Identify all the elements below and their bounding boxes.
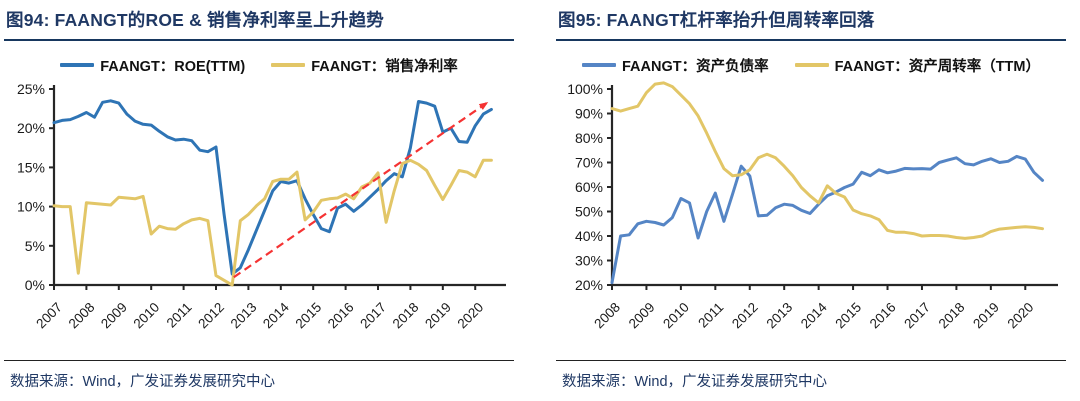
figure-95-source: 数据来源：Wind，广发证券发展研究中心 <box>562 374 828 390</box>
figure-95-footer: 数据来源：Wind，广发证券发展研究中心 <box>556 360 1066 401</box>
x-axis: 2007 2008 2009 2010 2011 2012 2013 2014 2015 2016… <box>33 285 486 331</box>
y-tick-label: 40% <box>575 228 603 244</box>
y-tick-label: 20% <box>17 120 45 136</box>
x-tick-label: 2018 <box>390 300 422 332</box>
legend-item-asset-turnover: FAANGT：资产周转率（TTM） <box>794 55 1040 76</box>
debt-ratio-line-swatch <box>581 63 616 67</box>
x-tick-label: 2008 <box>591 300 623 332</box>
y-tick-label: 0% <box>25 277 45 293</box>
y-tick-label: 25% <box>17 81 45 97</box>
y-tick-label: 80% <box>575 130 603 146</box>
x-tick-label: 2009 <box>98 300 130 332</box>
series-line-1 <box>610 81 1044 240</box>
figure-95-panel: 图95: FAANGT杠杆率抬升但周转率回落 FAANGT：资产负债率 FAAN… <box>540 0 1080 401</box>
figure-95-legend: FAANGT：资产负债率 FAANGT：资产周转率（TTM） <box>556 54 1066 76</box>
x-tick-label: 2016 <box>325 300 357 332</box>
x-tick-label: 2011 <box>695 300 726 331</box>
x-tick-label: 2013 <box>763 300 795 332</box>
figure-94-panel: 图94: FAANGT的ROE & 销售净利率呈上升趋势 FAANGT：ROE(… <box>4 5 514 401</box>
x-tick-label: 2020 <box>1005 300 1037 332</box>
x-tick-label: 2016 <box>867 300 899 332</box>
figure-94-source: 数据来源：Wind，广发证券发展研究中心 <box>10 374 276 390</box>
y-axis: 20% 30% 40% 50% 60% 70% 80% 90% 100% <box>567 81 612 293</box>
x-tick-label: 2008 <box>66 300 98 332</box>
asset-turnover-line-swatch <box>794 63 829 67</box>
y-tick-label: 15% <box>17 159 45 175</box>
roe-legend-label: FAANGT：ROE(TTM) <box>100 58 246 75</box>
y-tick-label: 90% <box>575 106 603 122</box>
figure-94-footer: 数据来源：Wind，广发证券发展研究中心 <box>4 360 514 401</box>
x-tick-label: 2009 <box>626 300 658 332</box>
axis-lines <box>610 85 1058 287</box>
net-margin-line-swatch <box>271 63 306 67</box>
debt-ratio-legend-label: FAANGT：资产负债率 <box>621 58 769 75</box>
x-tick-label: 2012 <box>729 300 761 332</box>
x-tick-label: 2014 <box>798 299 830 331</box>
figure-95-header: 图95: FAANGT杠杆率抬升但周转率回落 <box>556 5 1066 41</box>
series-line-0 <box>52 99 493 276</box>
x-tick-label: 2010 <box>130 300 162 332</box>
x-tick-label: 2012 <box>195 300 227 332</box>
y-tick-label: 20% <box>575 277 603 293</box>
figure-95-divider <box>556 360 1066 361</box>
y-tick-label: 50% <box>575 204 603 220</box>
roe-line-swatch <box>60 63 95 67</box>
figure-94-header: 图94: FAANGT的ROE & 销售净利率呈上升趋势 <box>4 5 514 41</box>
y-tick-label: 10% <box>17 199 45 215</box>
x-tick-label: 2019 <box>422 300 454 332</box>
x-tick-label: 2015 <box>832 300 864 332</box>
y-tick-label: 60% <box>575 179 603 195</box>
legend-item-debt-ratio: FAANGT：资产负债率 <box>581 55 769 76</box>
y-axis: 0% 5% 10% 15% 20% 25% <box>17 81 54 293</box>
x-tick-label: 2007 <box>33 300 65 332</box>
net-margin-legend-label: FAANGT：销售净利率 <box>311 58 458 75</box>
y-tick-label: 70% <box>575 155 603 171</box>
series-line-0 <box>610 154 1044 285</box>
x-axis: 2008 2009 2010 2011 2012 2013 2014 2015 2016 2017… <box>591 285 1036 331</box>
x-tick-label: 2017 <box>901 300 933 332</box>
x-tick-label: 2020 <box>454 300 486 332</box>
legend-item-roe: FAANGT：ROE(TTM) <box>60 55 245 76</box>
legend-item-net-margin: FAANGT：销售净利率 <box>271 55 458 76</box>
series-line-1 <box>52 158 493 287</box>
figure-94-legend: FAANGT：ROE(TTM) FAANGT：销售净利率 <box>4 54 514 76</box>
x-tick-label: 2015 <box>292 300 324 332</box>
figure-94-divider <box>4 360 514 361</box>
y-tick-label: 100% <box>567 81 603 97</box>
asset-turnover-legend-label: FAANGT：资产周转率（TTM） <box>834 58 1040 75</box>
figure-95-title: 图95: FAANGT杠杆率抬升但周转率回落 <box>558 10 875 30</box>
x-tick-label: 2018 <box>936 300 968 332</box>
x-tick-label: 2010 <box>660 300 692 332</box>
x-tick-label: 2019 <box>970 300 1002 332</box>
x-tick-label: 2011 <box>164 300 195 331</box>
figure-94-chart: 0% 5% 10% 15% 20% 25% 2007 2008 2009 2010 2011 2012… <box>17 81 506 331</box>
figure-95-chart: 20% 30% 40% 50% 60% 70% 80% 90% 100% 2008 2009 2010… <box>567 81 1058 331</box>
y-tick-label: 30% <box>575 253 603 269</box>
y-tick-label: 5% <box>25 238 45 254</box>
x-tick-label: 2017 <box>357 300 389 332</box>
x-tick-label: 2013 <box>228 300 260 332</box>
x-tick-label: 2014 <box>260 299 292 331</box>
figure-94-title: 图94: FAANGT的ROE & 销售净利率呈上升趋势 <box>6 10 384 30</box>
